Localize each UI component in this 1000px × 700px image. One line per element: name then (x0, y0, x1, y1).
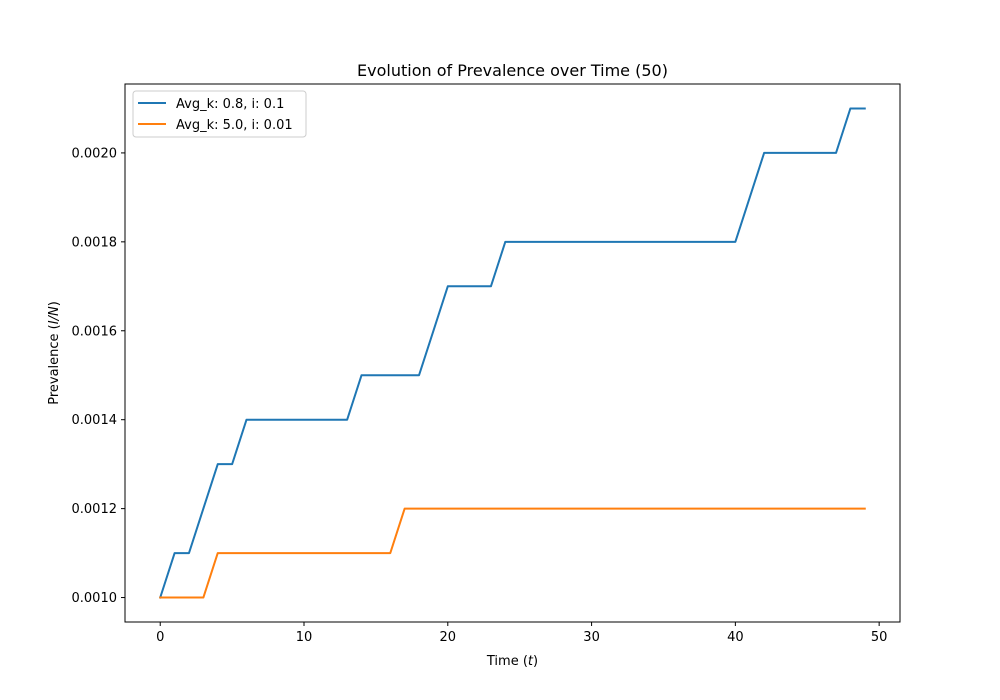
x-tick-label: 50 (871, 630, 888, 645)
x-tick-label: 0 (156, 630, 164, 645)
series-line-1 (158, 107, 866, 599)
series-layer (158, 107, 866, 599)
plot-frame (124, 83, 901, 623)
y-tick-label: 0.0018 (72, 235, 118, 250)
y-axis-label: Prevalence (I/N) (47, 301, 62, 405)
y-axis: 0.0010 0.0012 0.0014 0.0016 0.0018 0.0020 (72, 146, 125, 606)
x-tick-label: 20 (440, 630, 457, 645)
x-axis-label: Time (t) (486, 654, 538, 669)
x-tick-label: 30 (583, 630, 600, 645)
y-tick-label: 0.0014 (72, 413, 118, 428)
series-line-2 (159, 507, 866, 599)
legend: Avg_k: 0.8, i: 0.1 Avg_k: 5.0, i: 0.01 (132, 90, 307, 138)
x-axis-label-end: ) (533, 654, 538, 669)
x-tick-label: 10 (296, 630, 313, 645)
x-axis: 0 10 20 30 40 50 (156, 622, 887, 645)
y-axis-label-end: ) (47, 301, 62, 306)
plot-area (124, 83, 901, 623)
chart-title: Evolution of Prevalence over Time (50) (357, 61, 668, 80)
y-tick-label: 0.0020 (72, 146, 118, 161)
legend-label-series-2: Avg_k: 5.0, i: 0.01 (176, 118, 293, 133)
x-axis-label-var: t (528, 654, 534, 669)
y-axis-label-main: Prevalence ( (47, 324, 62, 405)
legend-label-series-1: Avg_k: 0.8, i: 0.1 (176, 97, 284, 112)
y-tick-label: 0.0012 (72, 502, 118, 517)
x-axis-label-main: Time ( (486, 654, 528, 669)
y-tick-label: 0.0016 (72, 324, 118, 339)
y-tick-label: 0.0010 (72, 591, 118, 606)
legend-box (132, 90, 307, 138)
x-tick-label: 40 (727, 630, 744, 645)
y-axis-label-var: I/N (47, 306, 62, 324)
plot-background (125, 84, 900, 622)
